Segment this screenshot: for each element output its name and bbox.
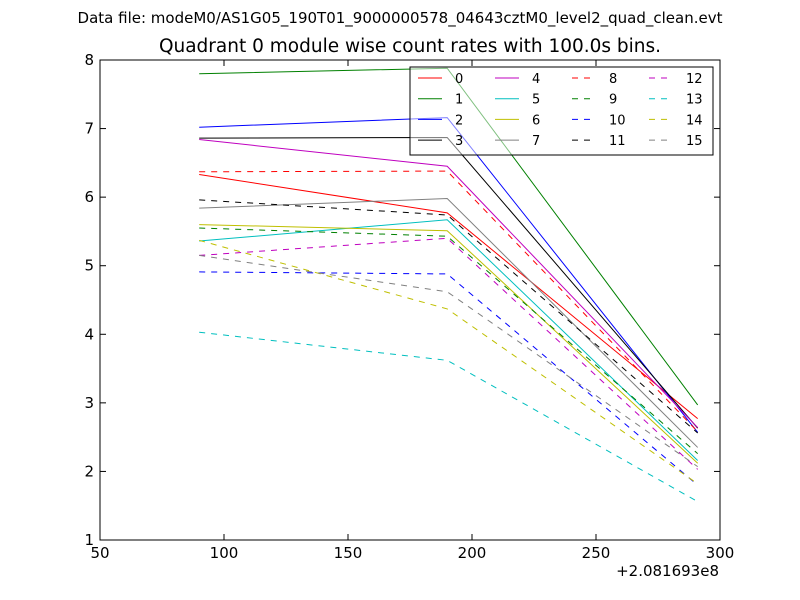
- x-tick-label: 150: [334, 544, 363, 562]
- series-line-2: [199, 117, 699, 433]
- series-line-3: [199, 136, 699, 429]
- series-line-11: [199, 199, 699, 434]
- legend-label-1: 1: [455, 93, 463, 108]
- chart-title: Quadrant 0 module wise count rates with …: [158, 36, 662, 57]
- series-layer: [199, 67, 699, 503]
- legend-label-11: 11: [609, 134, 626, 149]
- plot-frame: [99, 59, 721, 541]
- x-tick-label: 100: [210, 544, 239, 562]
- x-tick-label: 50: [90, 544, 109, 562]
- y-tick-label: 8: [84, 51, 94, 69]
- series-line-0: [199, 174, 698, 420]
- y-tick-label: 5: [84, 257, 94, 275]
- y-tick-label: 2: [84, 462, 94, 480]
- series-line-14: [199, 239, 698, 485]
- legend-label-2: 2: [455, 113, 463, 128]
- figure-suptitle: Data file: modeM0/AS1G05_190T01_90000005…: [77, 9, 723, 27]
- y-tick-label: 1: [84, 531, 94, 549]
- legend-label-13: 13: [686, 93, 703, 108]
- series-line-7: [199, 198, 699, 448]
- legend-label-8: 8: [609, 72, 617, 87]
- series-line-8: [199, 170, 699, 433]
- legend-label-10: 10: [609, 113, 626, 128]
- y-tick-label: 6: [84, 188, 94, 206]
- legend-label-14: 14: [686, 113, 703, 128]
- y-tick-label: 3: [84, 394, 94, 412]
- series-line-6: [199, 224, 699, 464]
- legend-label-5: 5: [532, 93, 540, 108]
- x-tick-label: 200: [458, 544, 487, 562]
- series-line-5: [199, 219, 699, 461]
- legend-label-4: 4: [532, 72, 540, 87]
- legend-label-15: 15: [686, 134, 703, 149]
- series-line-15: [199, 254, 698, 468]
- legend-label-12: 12: [686, 72, 703, 87]
- legend-label-6: 6: [532, 113, 540, 128]
- y-tick-label: 7: [84, 120, 94, 138]
- x-axis-offset-label: +2.081693e8: [616, 562, 719, 580]
- series-line-4: [199, 139, 699, 428]
- x-tick-label: 250: [582, 544, 611, 562]
- legend-label-7: 7: [532, 134, 540, 149]
- series-line-9: [199, 227, 699, 454]
- x-tick-label: 300: [706, 544, 735, 562]
- legend-label-0: 0: [455, 72, 463, 87]
- legend-label-3: 3: [455, 134, 463, 149]
- legend-label-9: 9: [609, 93, 617, 108]
- y-tick-label: 4: [84, 325, 94, 343]
